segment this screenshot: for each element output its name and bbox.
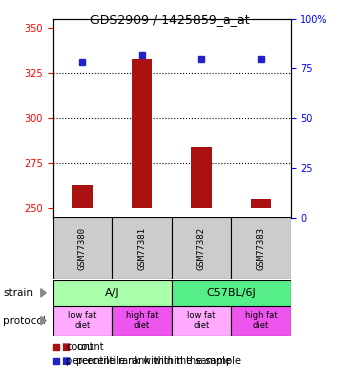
Text: low fat
diet: low fat diet bbox=[68, 311, 97, 330]
Text: high fat
diet: high fat diet bbox=[126, 311, 158, 330]
Text: percentile rank within the sample: percentile rank within the sample bbox=[66, 356, 231, 366]
Bar bbox=[231, 217, 291, 279]
Text: high fat
diet: high fat diet bbox=[245, 311, 277, 330]
Bar bbox=[112, 306, 172, 336]
Text: GSM77382: GSM77382 bbox=[197, 227, 206, 270]
Bar bbox=[172, 306, 231, 336]
Text: A/J: A/J bbox=[105, 288, 120, 298]
Bar bbox=[191, 147, 212, 208]
Bar bbox=[53, 217, 112, 279]
Bar bbox=[251, 200, 271, 208]
Bar bbox=[72, 185, 93, 209]
Text: percentile rank within the sample: percentile rank within the sample bbox=[76, 356, 241, 366]
Text: GSM77380: GSM77380 bbox=[78, 227, 87, 270]
Text: low fat
diet: low fat diet bbox=[187, 311, 216, 330]
Text: GSM77383: GSM77383 bbox=[256, 227, 266, 270]
Text: count: count bbox=[66, 342, 94, 352]
Bar bbox=[231, 306, 291, 336]
Bar bbox=[172, 217, 231, 279]
Text: count: count bbox=[76, 342, 104, 352]
Bar bbox=[53, 280, 172, 306]
Polygon shape bbox=[41, 289, 46, 297]
Text: ■: ■ bbox=[61, 356, 70, 366]
Bar bbox=[53, 306, 112, 336]
Text: protocol: protocol bbox=[3, 316, 46, 326]
Polygon shape bbox=[41, 316, 46, 325]
Text: strain: strain bbox=[3, 288, 33, 298]
Bar bbox=[132, 58, 152, 208]
Text: GDS2909 / 1425859_a_at: GDS2909 / 1425859_a_at bbox=[90, 13, 250, 26]
Bar bbox=[172, 280, 291, 306]
Text: ■: ■ bbox=[61, 342, 70, 352]
Bar bbox=[112, 217, 172, 279]
Text: GSM77381: GSM77381 bbox=[137, 227, 147, 270]
Text: C57BL/6J: C57BL/6J bbox=[206, 288, 256, 298]
